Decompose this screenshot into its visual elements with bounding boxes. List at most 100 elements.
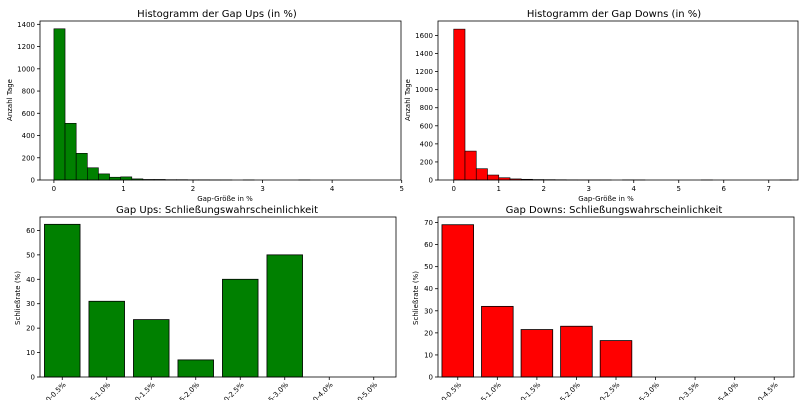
y-tick-label: 20: [26, 325, 35, 333]
y-tick-label: 1600: [415, 32, 433, 40]
x-tick-label: 6: [722, 185, 727, 193]
y-tick-label: 1400: [415, 50, 433, 58]
x-tick-label: 3.0-4.0%: [307, 381, 335, 400]
histogram-bar: [120, 176, 133, 181]
plot-frame: [437, 20, 799, 181]
x-tick-label: 4.0-4.5%: [752, 381, 780, 400]
y-tick-label: 10: [26, 349, 35, 357]
plot-frame: [39, 216, 397, 378]
x-tick-label: 2.0-2.5%: [594, 381, 622, 400]
chart-title: Histogramm der Gap Downs (in %): [527, 9, 701, 20]
x-tick-label: 1: [497, 185, 501, 193]
bar: [520, 329, 554, 378]
x-tick-label: 4: [330, 185, 335, 193]
y-tick-label: 60: [424, 241, 433, 249]
bar: [441, 224, 475, 378]
histogram-bar: [109, 176, 121, 181]
chart-title: Gap Ups: Schließungswahrscheinlichkeit: [116, 205, 318, 216]
y-tick-label: 0: [31, 374, 35, 382]
x-tick-label: 0.0-0.5%: [40, 381, 68, 400]
x-tick-label: 3: [587, 185, 591, 193]
histogram-bar: [98, 173, 110, 181]
y-tick-label: 60: [26, 227, 35, 235]
y-tick-label: 600: [22, 110, 35, 118]
chart-title: Gap Downs: Schließungswahrscheinlichkeit: [506, 205, 723, 216]
y-tick-label: 40: [424, 285, 433, 293]
histogram-bar: [86, 167, 99, 181]
y-axis-label: Schließrate (%): [14, 271, 22, 325]
bar: [88, 300, 125, 378]
x-axis-label: Gap-Größe in %: [578, 195, 634, 203]
x-tick-label: 1.5-2.0%: [554, 381, 582, 400]
bar: [177, 359, 214, 378]
plot-frame: [437, 216, 795, 378]
x-tick-label: 3.0-3.5%: [673, 381, 701, 400]
x-tick-label: 1.5-2.0%: [173, 381, 201, 400]
bar: [481, 305, 514, 378]
y-tick-label: 400: [420, 140, 433, 148]
y-tick-label: 20: [424, 329, 433, 337]
y-tick-label: 1400: [17, 21, 35, 29]
x-tick-label: 2.5-3.0%: [633, 381, 661, 400]
y-tick-label: 1200: [415, 68, 433, 76]
x-tick-label: 0.5-1.0%: [84, 381, 112, 400]
histogram-bar: [487, 174, 500, 181]
histogram-bar: [64, 122, 77, 181]
x-tick-label: 2: [542, 185, 546, 193]
y-tick-label: 800: [420, 104, 433, 112]
histogram-bar: [453, 28, 466, 181]
y-tick-label: 1200: [17, 43, 35, 51]
bar: [222, 278, 259, 378]
x-tick-label: 0: [452, 185, 456, 193]
x-tick-label: 2.5-3.0%: [262, 381, 290, 400]
histogram-bar: [464, 150, 477, 181]
bar-chart-gap-downs-close-rate: Gap Downs: Schließungswahrscheinlichkeit…: [412, 205, 795, 400]
x-tick-label: 7: [767, 185, 771, 193]
bar: [44, 223, 81, 378]
bar-chart-gap-ups-close-rate: Gap Ups: Schließungswahrscheinlichkeit S…: [14, 205, 397, 400]
y-tick-label: 200: [22, 154, 35, 162]
y-tick-label: 0: [429, 374, 433, 382]
x-tick-label: 3.5-4.0%: [712, 381, 740, 400]
y-axis-label: Schließrate (%): [412, 271, 420, 325]
y-tick-label: 1000: [17, 65, 35, 73]
y-axis-label: Anzahl Tage: [404, 79, 412, 121]
chart-title: Histogramm der Gap Ups (in %): [137, 9, 297, 20]
plot-frame: [39, 20, 402, 181]
x-tick-label: 4.0-5.0%: [351, 381, 379, 400]
histogram-gap-ups: Histogramm der Gap Ups (in %) Gap-Größe …: [6, 9, 404, 203]
x-tick-label: 0.5-1.0%: [475, 381, 503, 400]
x-tick-label: 2: [191, 185, 195, 193]
histogram-bar: [53, 28, 66, 181]
y-tick-label: 30: [26, 300, 35, 308]
x-tick-label: 1: [121, 185, 125, 193]
bar: [266, 254, 303, 378]
x-tick-label: 1.0-1.5%: [129, 381, 157, 400]
y-tick-label: 30: [424, 307, 433, 315]
y-tick-label: 400: [22, 132, 35, 140]
y-tick-label: 50: [26, 251, 35, 259]
y-tick-label: 10: [424, 351, 433, 359]
x-tick-label: 4: [632, 185, 637, 193]
x-axis-label: Gap-Größe in %: [197, 195, 253, 203]
bar: [133, 319, 170, 378]
y-tick-label: 0: [429, 177, 433, 185]
x-tick-label: 2.0-2.5%: [218, 381, 246, 400]
x-tick-label: 5: [399, 185, 403, 193]
histogram-gap-downs: Histogramm der Gap Downs (in %) Gap-Größ…: [404, 9, 799, 203]
x-tick-label: 1.0-1.5%: [514, 381, 542, 400]
y-tick-label: 0: [31, 177, 35, 185]
y-tick-label: 1000: [415, 86, 433, 94]
bar: [560, 325, 593, 378]
bar: [599, 340, 633, 378]
x-tick-label: 0: [52, 185, 56, 193]
y-tick-label: 200: [420, 158, 433, 166]
y-tick-label: 50: [424, 263, 433, 271]
x-tick-label: 3: [260, 185, 264, 193]
y-tick-label: 800: [22, 88, 35, 96]
histogram-bar: [475, 168, 488, 181]
y-tick-label: 600: [420, 122, 433, 130]
y-axis-label: Anzahl Tage: [6, 79, 14, 121]
y-tick-label: 70: [424, 219, 433, 227]
